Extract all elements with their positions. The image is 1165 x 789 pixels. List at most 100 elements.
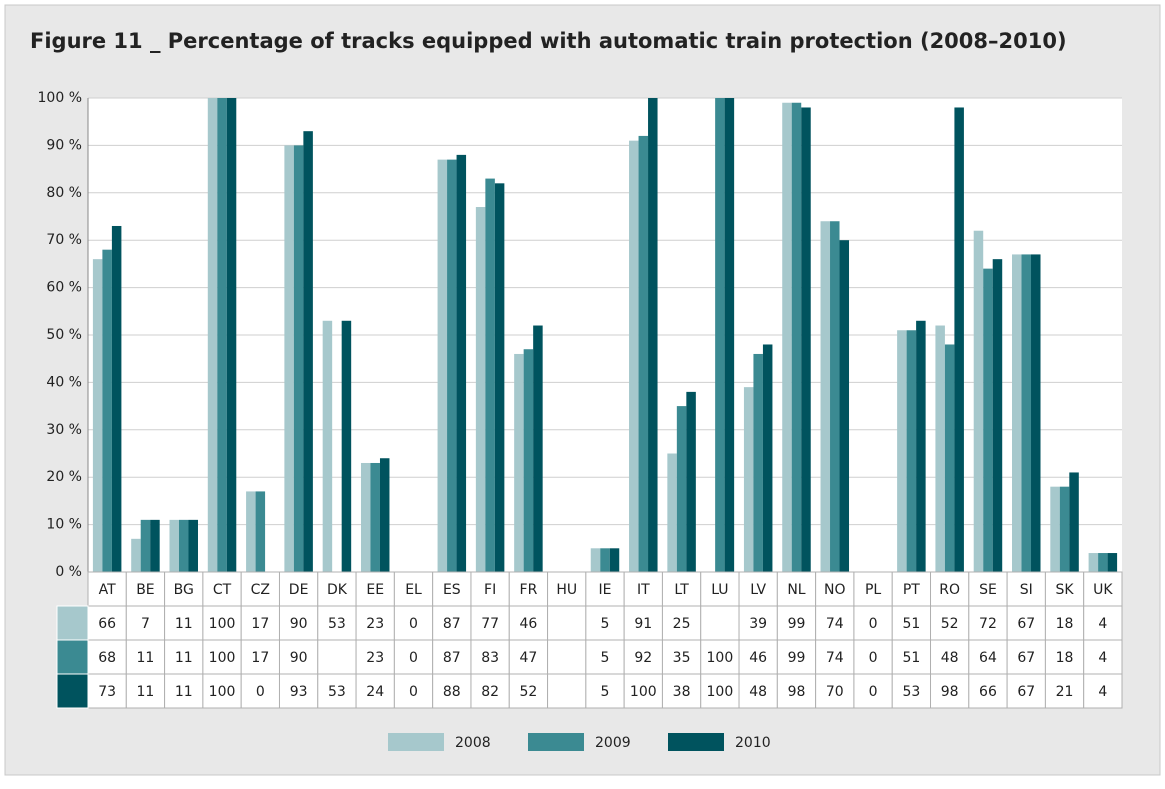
- x-tick-label: IT: [637, 582, 650, 598]
- table-cell: [661, 639, 702, 675]
- table-cell: [661, 673, 702, 709]
- legend-label: 2008: [455, 735, 491, 751]
- x-tick-label: PT: [903, 582, 920, 598]
- table-cell: [891, 605, 932, 641]
- bar: [475, 207, 486, 572]
- bar: [609, 548, 620, 572]
- table-value: 90: [290, 650, 308, 666]
- x-tick-label: AT: [99, 582, 116, 598]
- bar: [1069, 472, 1079, 572]
- table-value: 11: [175, 616, 193, 632]
- bar: [686, 391, 696, 572]
- table-value: 38: [673, 684, 691, 700]
- table-cell: [661, 605, 702, 641]
- category-cell: [815, 571, 855, 607]
- bar: [667, 453, 677, 572]
- bar: [590, 548, 601, 572]
- table-value: 53: [328, 684, 346, 700]
- table-cell: [164, 605, 204, 641]
- table-cell: [1083, 673, 1123, 709]
- table-cell: [317, 673, 357, 709]
- x-tick-label: SK: [1056, 582, 1075, 598]
- bar: [370, 462, 380, 572]
- x-tick-label: ES: [443, 582, 461, 598]
- table-cell: [278, 605, 319, 641]
- bar: [801, 107, 811, 572]
- bar: [533, 325, 543, 572]
- table-value: 46: [749, 650, 767, 666]
- table-cell: [317, 639, 357, 675]
- y-tick-label: 50 %: [46, 327, 82, 343]
- x-tick-label: EE: [366, 582, 384, 598]
- category-cell: [164, 571, 204, 607]
- table-cell: [700, 605, 740, 641]
- table-cell: [393, 639, 434, 675]
- bar: [906, 330, 917, 572]
- bar: [992, 259, 1003, 572]
- table-value: 72: [979, 616, 997, 632]
- x-tick-label: LV: [750, 582, 766, 598]
- bar: [140, 519, 151, 572]
- table-value: 67: [1017, 684, 1035, 700]
- table-value: 4: [1098, 616, 1107, 632]
- table-cell: [700, 673, 740, 709]
- table-value: 0: [256, 684, 265, 700]
- table-value: 93: [290, 684, 308, 700]
- x-tick-label: IE: [599, 582, 612, 598]
- bar: [648, 98, 658, 572]
- bar: [944, 344, 955, 572]
- x-tick-label: LT: [674, 582, 689, 598]
- table-value: 51: [902, 616, 920, 632]
- bar: [1088, 553, 1099, 572]
- table-value: 11: [175, 650, 193, 666]
- table-value: 100: [209, 684, 236, 700]
- chart-title: Figure 11 _ Percentage of tracks equippe…: [30, 29, 1067, 53]
- table-cell: [623, 605, 663, 641]
- table-cell: [891, 639, 932, 675]
- table-value: 5: [601, 684, 610, 700]
- bar: [743, 387, 754, 572]
- bar: [379, 458, 390, 572]
- bar: [150, 519, 160, 572]
- category-cell: [700, 571, 740, 607]
- category-cell: [317, 571, 357, 607]
- table-value: 23: [366, 616, 384, 632]
- bar: [916, 320, 926, 572]
- table-value: 66: [979, 684, 997, 700]
- table-cell: [547, 673, 587, 709]
- bar: [897, 330, 907, 572]
- category-cell: [1006, 571, 1046, 607]
- legend-swatch: [528, 733, 584, 751]
- bar: [303, 131, 313, 572]
- category-cell: [125, 571, 166, 607]
- category-cell: [776, 571, 817, 607]
- table-value: 0: [409, 684, 418, 700]
- table-cell: [125, 673, 166, 709]
- bar: [131, 538, 141, 572]
- category-cell: [968, 571, 1008, 607]
- table-value: 100: [209, 616, 236, 632]
- bar: [102, 249, 112, 572]
- table-value: 51: [902, 650, 920, 666]
- table-value: 67: [1017, 616, 1035, 632]
- table-value: 100: [630, 684, 657, 700]
- table-value: 0: [409, 616, 418, 632]
- table-cell: [1044, 673, 1085, 709]
- legend-swatch: [668, 733, 724, 751]
- table-value: 98: [788, 684, 806, 700]
- table-cell: [202, 605, 242, 641]
- bar: [226, 98, 237, 572]
- bar: [983, 268, 993, 572]
- table-cell: [355, 673, 395, 709]
- bar: [715, 98, 725, 572]
- table-value: 48: [941, 650, 959, 666]
- table-cell: [585, 605, 625, 641]
- table-cell: [1083, 605, 1123, 641]
- category-cell: [470, 571, 510, 607]
- x-tick-label: FR: [520, 582, 538, 598]
- table-cell: [432, 673, 472, 709]
- bar: [753, 353, 763, 572]
- table-cell: [508, 639, 549, 675]
- bar: [973, 230, 984, 572]
